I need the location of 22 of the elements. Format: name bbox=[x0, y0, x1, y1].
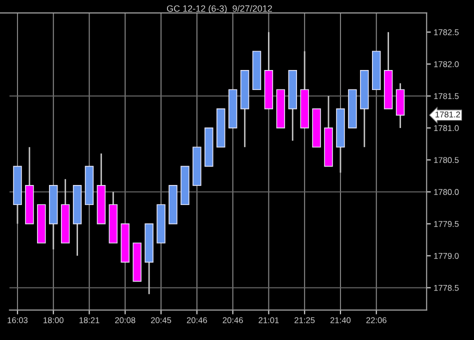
x-tick-label: 21:01 bbox=[258, 317, 279, 324]
y-tick-label: 1779.0 bbox=[434, 252, 459, 259]
y-tick-label: 1778.5 bbox=[434, 284, 459, 291]
x-tick-label: 20:08 bbox=[115, 317, 136, 324]
y-tick-label: 1780.0 bbox=[434, 189, 459, 195]
y-tick-label: 1782.0 bbox=[434, 61, 459, 68]
x-tick-label: 20:45 bbox=[151, 317, 172, 324]
x-tick-label: 18:00 bbox=[44, 317, 64, 324]
x-tick-label: 16:03 bbox=[8, 317, 28, 324]
x-tick-label: 21:40 bbox=[330, 317, 351, 324]
y-tick-label: 1781.0 bbox=[434, 125, 459, 132]
x-tick-label: 20:46 bbox=[186, 317, 207, 324]
x-tick-label: 18:21 bbox=[79, 317, 100, 324]
x-tick-label: 21:25 bbox=[294, 317, 315, 324]
x-tick-label: 22:06 bbox=[366, 317, 386, 324]
text: 1781.2 bbox=[436, 112, 460, 118]
x-tick-label: 20:46 bbox=[222, 317, 243, 324]
y-tick-label: 1779.5 bbox=[434, 221, 459, 227]
y-tick-label: 1782.5 bbox=[434, 29, 459, 36]
y-tick-label: 1781.5 bbox=[434, 93, 459, 100]
chart-title: GC 12-12 (6-3) 9/27/2012 bbox=[166, 5, 272, 14]
y-tick-label: 1780.5 bbox=[434, 157, 459, 164]
